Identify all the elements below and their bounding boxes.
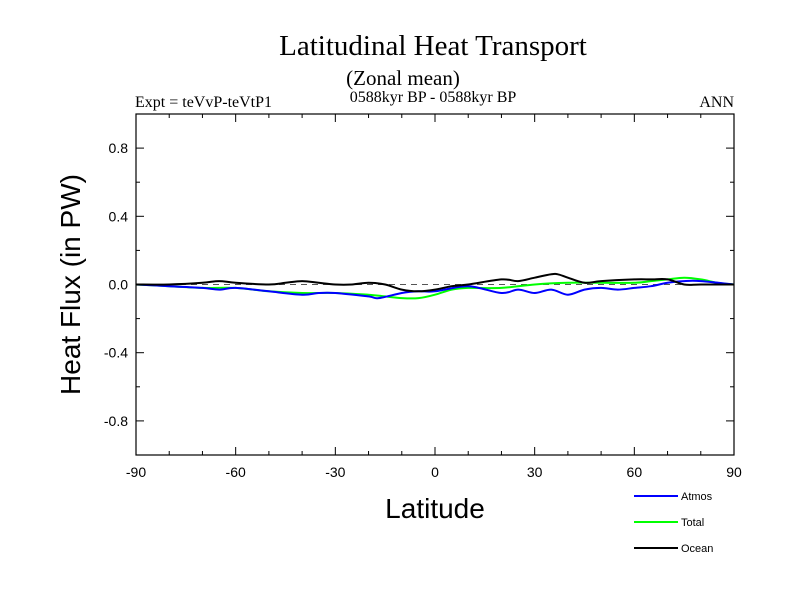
chart-subtitle: (Zonal mean) (346, 66, 460, 90)
experiment-label: Expt = teVvP-teVtP1 (135, 94, 273, 111)
y-axis-title: Heat Flux (in PW) (55, 174, 86, 395)
x-tick-label: 60 (627, 464, 643, 480)
period-label: 0588kyr BP - 0588kyr BP (349, 89, 517, 106)
season-label: ANN (699, 94, 734, 111)
legend-label-atmos: Atmos (681, 491, 713, 503)
legend-label-ocean: Ocean (681, 543, 713, 555)
x-tick-label: -60 (226, 464, 246, 480)
x-tick-label: 30 (527, 464, 543, 480)
chart-title: Latitudinal Heat Transport (279, 30, 587, 62)
x-axis-title: Latitude (385, 493, 485, 524)
legend-label-total: Total (681, 517, 704, 529)
y-tick-label: 0.0 (109, 277, 129, 293)
x-tick-label: -90 (126, 464, 146, 480)
series-line-ocean (135, 272, 734, 293)
y-tick-label: -0.8 (104, 413, 128, 429)
series-line-atmos (135, 279, 735, 300)
x-tick-label: -30 (325, 464, 345, 480)
x-tick-label: 0 (431, 464, 439, 480)
y-tick-label: 0.4 (109, 208, 129, 224)
x-tick-label: 90 (726, 464, 742, 480)
y-tick-label: -0.4 (104, 345, 128, 361)
y-tick-label: 0.8 (109, 140, 129, 156)
